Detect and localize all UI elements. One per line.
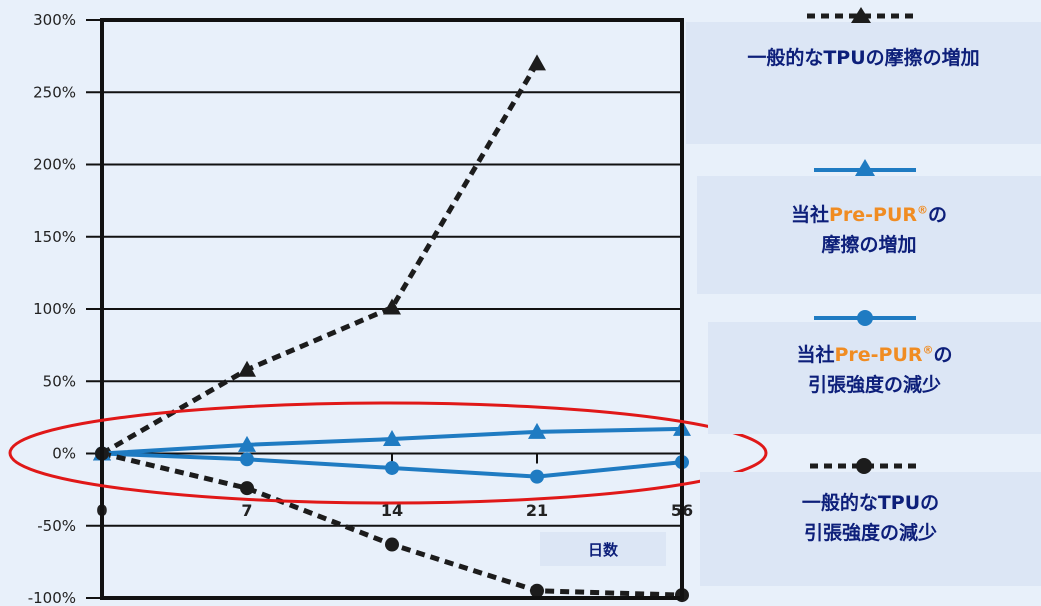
data-point — [240, 481, 254, 496]
legend-item-1-label: 一般的なTPUの摩擦の増加 — [747, 47, 980, 69]
legend-item-2-line-2: 摩擦の増加 — [821, 234, 917, 256]
x-tick-label: 21 — [526, 501, 548, 520]
y-tick-label: 250% — [33, 83, 76, 101]
y-tick-label: 150% — [33, 228, 76, 246]
legend-item-1: 一般的なTPUの摩擦の増加 — [686, 43, 1041, 73]
data-point — [238, 435, 256, 452]
legend-swatch-2 — [814, 159, 916, 176]
data-point — [383, 298, 401, 315]
data-point — [530, 583, 544, 598]
legend-item-4-box — [700, 472, 1041, 586]
highlight-ellipse — [8, 401, 768, 505]
legend-item-4-line-2: 引張強度の減少 — [803, 522, 937, 544]
legend-item-2-line-1: 当社Pre-PUR®の — [790, 203, 948, 226]
x-tick-label: 7 — [241, 501, 252, 520]
y-tick-label: 0% — [52, 445, 76, 463]
legend-item-1-box — [686, 22, 1041, 144]
x-axis-label-box: 日数 — [540, 532, 666, 566]
x-axis-label: 日数 — [587, 540, 618, 559]
data-point — [238, 360, 256, 377]
legend-item-3-line-2: 引張強度の減少 — [807, 374, 941, 396]
y-tick-label: -50% — [37, 517, 76, 535]
legend-item-2-box — [697, 176, 1041, 294]
y-tick-label: 200% — [33, 156, 76, 174]
legend-item-3-line-1: 当社Pre-PUR®の — [796, 343, 953, 366]
legend-item-2: 当社Pre-PUR®の 摩擦の増加 — [697, 200, 1041, 260]
y-tick-label: 100% — [33, 300, 76, 318]
series-markers — [93, 54, 691, 603]
y-axis-ticks: 300% 250% 200% 150% 100% 50% 0% -50% -100% — [28, 11, 102, 606]
y-tick-label: 50% — [43, 372, 76, 390]
y-tick-label: -100% — [28, 589, 76, 606]
plot-frame — [100, 18, 684, 600]
legend-swatch-3 — [814, 310, 916, 326]
data-point — [385, 537, 399, 552]
x-tick-label: 14 — [381, 501, 403, 520]
data-point — [528, 54, 546, 71]
data-point — [530, 469, 544, 484]
data-point — [528, 422, 546, 439]
data-point — [383, 430, 401, 447]
legend-item-4-line-1: 一般的なTPUの — [801, 492, 940, 514]
legend-item-3-box — [708, 322, 1041, 434]
data-point — [240, 452, 254, 467]
y-tick-label: 300% — [33, 11, 76, 29]
legend-item-4: 一般的なTPUの 引張強度の減少 — [700, 488, 1041, 548]
legend-swatch-1 — [807, 7, 915, 23]
legend-item-3: 当社Pre-PUR®の 引張強度の減少 — [708, 340, 1041, 400]
data-point — [385, 460, 399, 475]
legend-swatch-4 — [810, 458, 918, 474]
